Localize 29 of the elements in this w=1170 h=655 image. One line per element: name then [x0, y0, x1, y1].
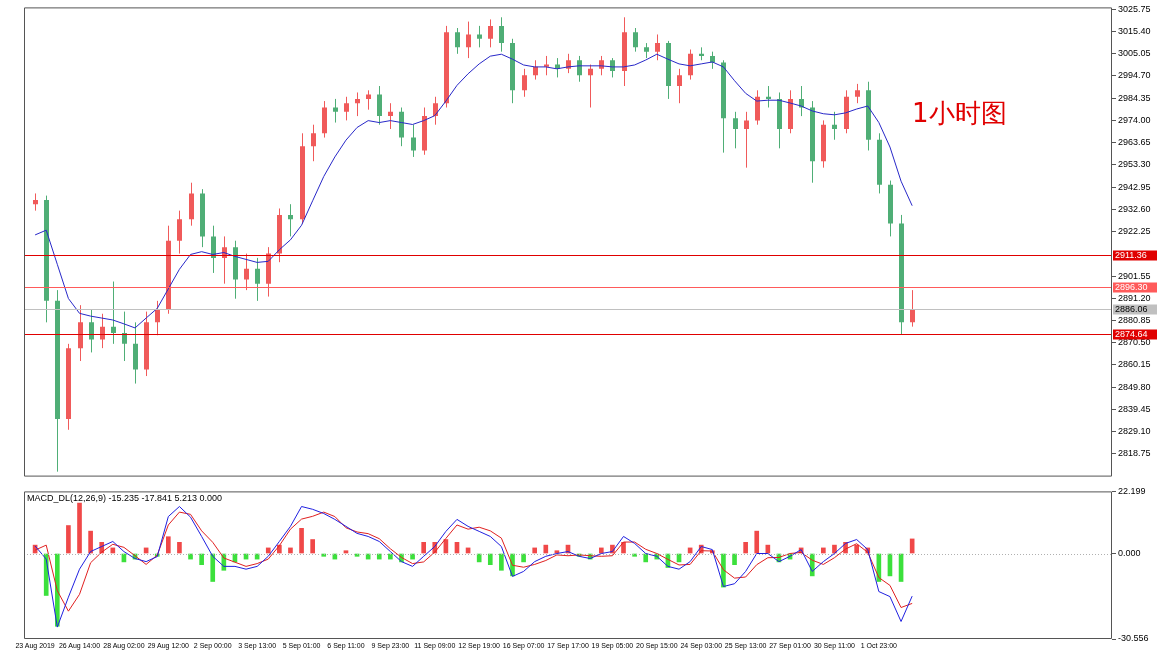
y-tick-label: 2984.35 [1118, 92, 1151, 103]
y-tick-label: 3025.75 [1118, 3, 1151, 14]
y-tick-label: 0.000 [1118, 547, 1141, 558]
y-tick-label: 2849.80 [1118, 381, 1151, 392]
y-tick-label: 2829.10 [1118, 426, 1151, 437]
ref-line-label: 2911.36 [1115, 249, 1147, 260]
y-tick-label: 2953.30 [1118, 159, 1151, 170]
y-tick-label: 3005.05 [1118, 48, 1151, 59]
y-tick-label: 2963.65 [1118, 137, 1151, 148]
y-tick-label: 2818.75 [1118, 448, 1151, 459]
y-tick-label: -30.556 [1118, 633, 1149, 644]
y-tick-label: 3015.40 [1118, 25, 1151, 36]
ref-line-label: 2874.64 [1115, 328, 1148, 339]
y-tick-label: 2870.50 [1118, 337, 1151, 348]
y-tick-label: 2922.25 [1118, 226, 1151, 237]
y-tick-label: 2942.95 [1118, 181, 1151, 192]
chart-title: MACD_DL(12,26,9) -15.235 -17.841 5.213 0.000 [27, 493, 223, 504]
y-tick-label: 2860.15 [1118, 359, 1151, 370]
y-tick-label: 2974.00 [1118, 114, 1151, 125]
y-tick-label: 22.199 [1118, 485, 1146, 496]
ref-line-label: 2896.30 [1115, 281, 1148, 292]
y-tick-label: 2901.55 [1118, 270, 1151, 281]
ref-line-label: 2886.06 [1115, 303, 1148, 314]
y-tick-label: 2839.45 [1118, 403, 1151, 414]
y-tick-label: 2880.85 [1118, 315, 1151, 326]
y-tick-label: 2932.60 [1118, 203, 1151, 214]
y-tick-label: 2891.20 [1118, 292, 1151, 303]
y-tick-label: 2994.70 [1118, 70, 1151, 81]
annotation: 1小时图 [912, 98, 1007, 129]
